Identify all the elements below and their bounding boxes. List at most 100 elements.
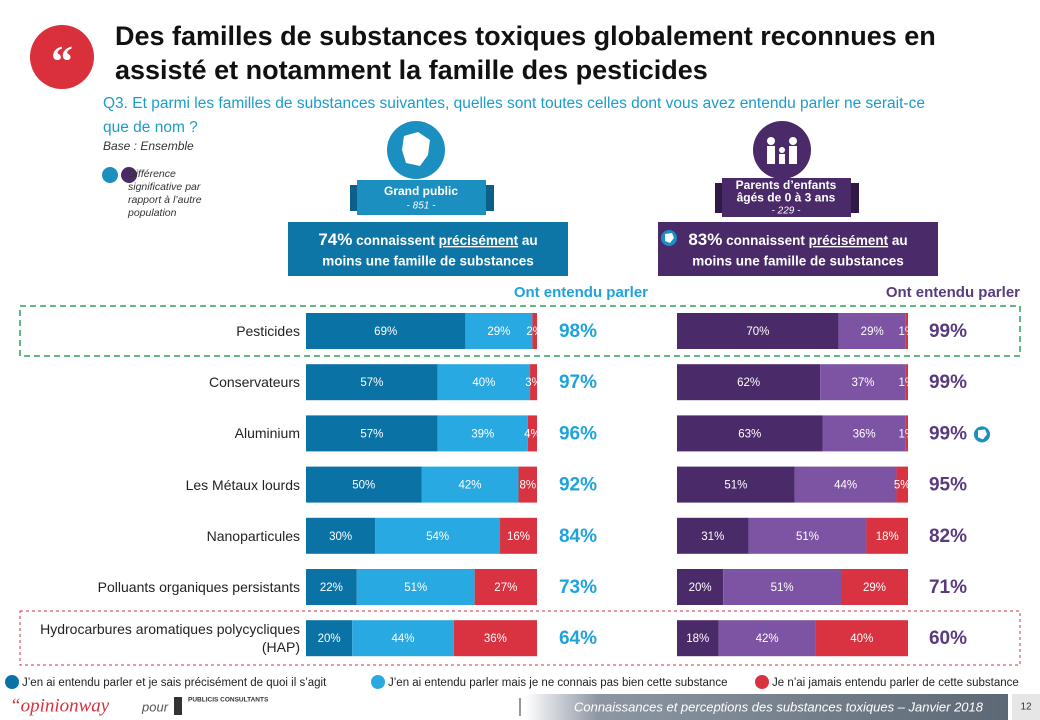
bar-segment (718, 620, 816, 657)
segment-label: 51% (724, 480, 747, 492)
bar-segment (677, 517, 749, 554)
total-label: 99% (929, 321, 967, 342)
segment-label: 8% (519, 480, 536, 492)
segment-label: 31% (701, 531, 724, 543)
summary-line: 83% connaissent précisément au (688, 230, 907, 249)
panel-subtitle: - 851 - (407, 201, 437, 212)
bar-segment (306, 313, 466, 349)
footer-client: PUBLICIS CONSULTANTS (188, 697, 269, 704)
client-logo (174, 697, 182, 715)
total-label: 60% (929, 628, 967, 649)
legend-label: Je n’ai jamais entendu parler de cette s… (772, 677, 1019, 689)
total-label: 84% (559, 526, 597, 547)
bar-segment (838, 313, 906, 349)
total-label: 98% (559, 321, 597, 342)
segment-label: 44% (834, 480, 857, 492)
bar-segment (905, 313, 908, 349)
significance-shape (978, 429, 987, 440)
bar-segment (437, 415, 528, 452)
legend-swatch (5, 675, 19, 689)
bar-segment (905, 415, 908, 452)
segment-label: 1% (899, 428, 916, 440)
summary-lead: 83% (688, 230, 722, 249)
bar-segment (306, 466, 422, 503)
bar-segment (356, 569, 475, 605)
segment-label: 57% (360, 428, 383, 440)
segment-label: 36% (484, 633, 507, 645)
title-line: Des familles de substances toxiques glob… (115, 21, 936, 51)
bar-segment (306, 364, 438, 401)
segment-label: 29% (861, 326, 884, 338)
bar-segment (465, 313, 533, 349)
footer-caption: Connaissances et perceptions des substan… (574, 699, 984, 714)
legend-swatch (755, 675, 769, 689)
category-label: Hydrocarbures aromatiques polycycliques … (40, 621, 300, 656)
bar-segment (530, 364, 537, 401)
segment-label: 57% (360, 377, 383, 389)
segment-label: 42% (756, 633, 779, 645)
bar-segment (677, 466, 795, 503)
segment-label: 30% (329, 531, 352, 543)
category-label: Les Métaux lourds (185, 476, 300, 493)
bar-segment (841, 569, 908, 605)
segment-label: 40% (472, 377, 495, 389)
footer-band (525, 694, 1008, 720)
note-icon (121, 167, 137, 183)
segment-label: 51% (796, 531, 819, 543)
bar-segment (815, 620, 908, 657)
segment-label: 1% (899, 326, 916, 338)
category-label: Conservateurs (208, 374, 300, 391)
segment-label: 50% (352, 480, 375, 492)
highlight-frame (19, 610, 1021, 666)
summary-line: moins une famille de substances (322, 254, 534, 269)
segment-label: 5% (894, 480, 911, 492)
ribbon (357, 180, 486, 215)
panel-title: âgés de 0 à 3 ans (737, 191, 836, 205)
bar-segment (822, 415, 906, 452)
question-line: que de nom ? (103, 119, 198, 136)
quote-icon (30, 25, 94, 89)
total-label: 97% (559, 372, 597, 393)
parents-shape (767, 137, 797, 164)
bar-segment (527, 415, 537, 452)
bar-segment (532, 313, 537, 349)
bar-segment (474, 569, 537, 605)
bar-segment (866, 517, 908, 554)
bar-segment (896, 466, 908, 503)
page-number: 12 (1020, 702, 1032, 713)
ribbon-end (715, 183, 723, 213)
bar-segment (677, 364, 821, 401)
summary-lead: 74% (318, 230, 352, 249)
summary-text: au (888, 233, 908, 248)
segment-label: 20% (689, 582, 712, 594)
segment-label: 51% (404, 582, 427, 594)
summary-text: au (518, 233, 538, 248)
question-line: Q3. Et parmi les familles de substances … (103, 95, 925, 112)
segment-label: 29% (487, 326, 510, 338)
total-label: 96% (559, 423, 597, 444)
segment-label: 69% (374, 326, 397, 338)
panel-title: Grand public (384, 184, 458, 198)
category-label: Nanoparticules (206, 527, 300, 544)
segment-label: 1% (899, 377, 916, 389)
bar-segment (820, 364, 906, 401)
summary-text: connaissent (722, 233, 808, 248)
bar-segment (677, 415, 823, 452)
legend-label: J’en ai entendu parler mais je ne connai… (388, 677, 727, 689)
total-label: 64% (559, 628, 597, 649)
segment-label: 16% (507, 531, 530, 543)
segment-label: 29% (863, 582, 886, 594)
significance-note: Différence significative par rapport à l… (128, 168, 202, 219)
total-label: 92% (559, 475, 597, 496)
category-label: Polluants organiques persistants (97, 579, 300, 595)
bar-segment (677, 620, 719, 657)
bar-segment (723, 569, 842, 605)
segment-label: 51% (771, 582, 794, 594)
bar-segment (905, 364, 908, 401)
bar-segment (500, 517, 537, 554)
summary-line: moins une famille de substances (692, 254, 904, 269)
title-line: assisté et notamment la famille des pest… (115, 55, 708, 85)
segment-label: 54% (426, 531, 449, 543)
total-label: 99% (929, 372, 967, 393)
